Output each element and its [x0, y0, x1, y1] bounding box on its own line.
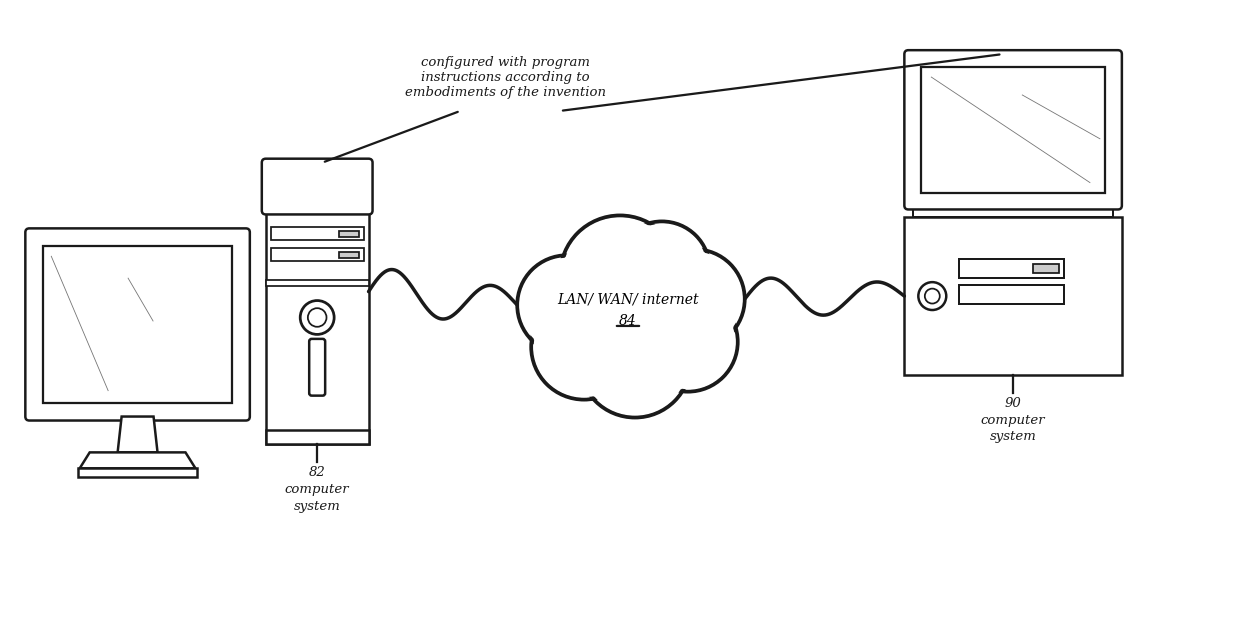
- Circle shape: [579, 306, 691, 418]
- Text: LAN/ WAN/ internet: LAN/ WAN/ internet: [558, 292, 699, 306]
- Text: system: system: [294, 500, 341, 513]
- Polygon shape: [118, 416, 157, 453]
- FancyBboxPatch shape: [904, 50, 1121, 209]
- FancyBboxPatch shape: [25, 228, 250, 421]
- Circle shape: [300, 300, 335, 334]
- Bar: [913, 206, 1113, 218]
- Bar: [959, 259, 1064, 278]
- Bar: [271, 248, 363, 261]
- Circle shape: [560, 216, 680, 335]
- Text: computer: computer: [285, 483, 349, 496]
- Text: configured with program
instructions according to
embodiments of the invention: configured with program instructions acc…: [405, 56, 606, 99]
- Text: system: system: [990, 431, 1037, 443]
- Bar: [266, 162, 368, 445]
- Circle shape: [646, 250, 745, 349]
- Text: 82: 82: [309, 466, 326, 479]
- Bar: [904, 218, 1121, 375]
- Bar: [338, 252, 358, 258]
- FancyBboxPatch shape: [310, 339, 325, 396]
- Bar: [338, 231, 358, 237]
- Text: computer: computer: [981, 414, 1046, 426]
- Circle shape: [638, 292, 737, 392]
- Bar: [959, 285, 1064, 304]
- Bar: [266, 280, 368, 286]
- Text: 84: 84: [620, 314, 637, 328]
- FancyBboxPatch shape: [261, 159, 373, 214]
- Circle shape: [532, 294, 637, 399]
- Circle shape: [534, 297, 634, 397]
- Circle shape: [307, 308, 327, 327]
- Bar: [266, 431, 368, 445]
- Bar: [78, 468, 197, 477]
- Circle shape: [648, 252, 742, 346]
- Bar: [1033, 264, 1059, 273]
- Bar: [43, 246, 232, 403]
- Circle shape: [563, 218, 678, 332]
- Circle shape: [924, 288, 939, 303]
- Circle shape: [641, 295, 735, 389]
- Circle shape: [918, 282, 947, 310]
- Circle shape: [517, 255, 617, 355]
- Polygon shape: [79, 453, 196, 468]
- Circle shape: [519, 258, 615, 352]
- Bar: [271, 228, 363, 240]
- Circle shape: [615, 221, 710, 317]
- Bar: [922, 67, 1105, 192]
- Circle shape: [617, 224, 707, 315]
- Text: 90: 90: [1005, 397, 1021, 409]
- Circle shape: [581, 308, 689, 415]
